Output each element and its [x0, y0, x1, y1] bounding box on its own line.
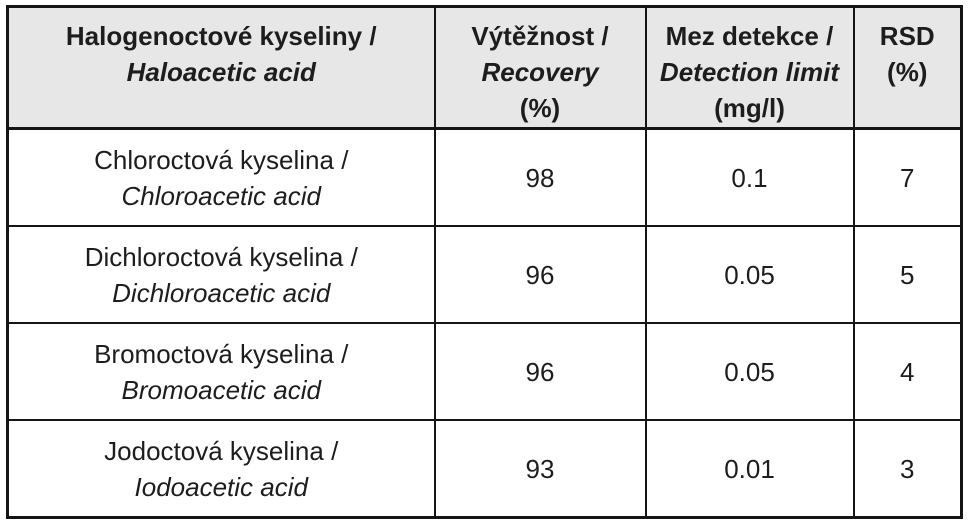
cell-acid-name: Dichloroctová kyselina / Dichloroacetic … — [6, 225, 436, 324]
cell-rsd: 5 — [852, 225, 963, 324]
acid-name-en: Iodoacetic acid — [134, 471, 308, 502]
haloacetic-acids-table: Halogenoctové kyseliny / Haloacetic acid… — [6, 5, 963, 519]
acid-name-en: Chloroacetic acid — [121, 180, 321, 211]
header-cell-recovery: Výtěžnost / Recovery (%) — [433, 5, 647, 130]
table-row-bromoacetic: Bromoctová kyselina / Bromoacetic acid 9… — [6, 322, 963, 421]
table-row-chloroacetic: Chloroctová kyselina / Chloroacetic acid… — [6, 127, 963, 227]
cell-recovery: 96 — [433, 225, 647, 324]
cell-recovery: 93 — [433, 419, 647, 519]
header-recovery-unit: (%) — [519, 93, 561, 123]
acid-name-cs: Chloroctová kyselina / — [94, 144, 349, 175]
cell-acid-name: Bromoctová kyselina / Bromoacetic acid — [6, 322, 436, 421]
header-cell-detection-limit: Mez detekce / Detection limit (mg/l) — [644, 5, 855, 130]
table-row-dichloroacetic: Dichloroctová kyselina / Dichloroacetic … — [6, 225, 963, 324]
table-body: Chloroctová kyselina / Chloroacetic acid… — [6, 127, 963, 519]
acid-name-cs: Jodoctová kyselina / — [104, 435, 339, 466]
header-acid-cs: Halogenoctové kyseliny / — [65, 21, 377, 51]
cell-rsd: 3 — [852, 419, 963, 519]
cell-detection-limit: 0.05 — [644, 322, 855, 421]
header-rsd-label: RSD — [879, 21, 935, 51]
header-cell-acid: Halogenoctové kyseliny / Haloacetic acid — [6, 5, 436, 130]
cell-detection-limit: 0.1 — [644, 127, 855, 227]
cell-detection-limit: 0.01 — [644, 419, 855, 519]
table-row-iodoacetic: Jodoctová kyselina / Iodoacetic acid 93 … — [6, 419, 963, 519]
cell-recovery: 96 — [433, 322, 647, 421]
header-detection-unit: (mg/l) — [714, 93, 785, 123]
acid-name-en: Bromoacetic acid — [121, 374, 321, 405]
header-cell-rsd: RSD (%) — [852, 5, 963, 130]
header-detection-en: Detection limit — [659, 57, 840, 87]
cell-detection-limit: 0.05 — [644, 225, 855, 324]
acid-name-cs: Bromoctová kyselina / — [94, 338, 349, 369]
cell-acid-name: Chloroctová kyselina / Chloroacetic acid — [6, 127, 436, 227]
header-detection-cs: Mez detekce / — [665, 21, 834, 51]
table-header: Halogenoctové kyseliny / Haloacetic acid… — [6, 5, 963, 130]
cell-rsd: 4 — [852, 322, 963, 421]
header-rsd-unit: (%) — [887, 57, 928, 87]
header-recovery-en: Recovery — [481, 57, 599, 87]
header-recovery-cs: Výtěžnost / — [471, 21, 609, 51]
cell-rsd: 7 — [852, 127, 963, 227]
cell-recovery: 98 — [433, 127, 647, 227]
cell-acid-name: Jodoctová kyselina / Iodoacetic acid — [6, 419, 436, 519]
header-row: Halogenoctové kyseliny / Haloacetic acid… — [6, 5, 963, 130]
acid-name-en: Dichloroacetic acid — [112, 277, 331, 308]
acid-name-cs: Dichloroctová kyselina / — [84, 241, 358, 272]
header-acid-en: Haloacetic acid — [126, 57, 316, 87]
